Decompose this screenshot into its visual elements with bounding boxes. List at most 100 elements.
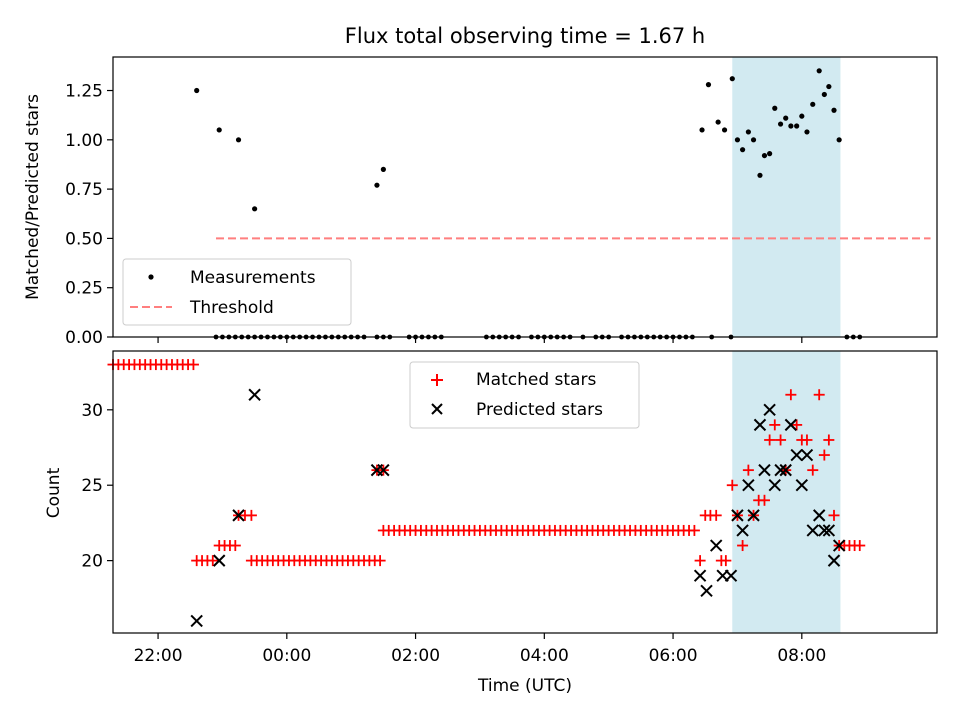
ratio-panel: 0.00 0.25 0.50 0.75 1.00 1.25 Matched/Predict… [23,56,938,348]
measurement-point [705,82,712,88]
chart-title: Flux total observing time = 1.67 h [345,24,705,48]
predicted-star-marker [818,524,831,537]
measurement-point [794,123,800,129]
matched-star-marker [720,555,732,567]
matched-star-marker [207,555,219,567]
predicted-star-marker [758,463,771,477]
measurement-point [699,127,705,133]
observing-window-span-bottom [732,351,841,633]
matched-star-marker [688,524,700,536]
matched-star-marker [823,434,835,446]
predicted-star-marker [377,463,390,477]
predicted-star-marker [724,569,738,582]
matched-star-marker [828,509,840,521]
matched-star-marker [775,434,787,446]
count-x-tick-label: 08:00 [777,646,826,666]
predicted-star-marker [731,509,744,522]
legend-threshold-label: Threshold [189,298,274,318]
measurement-point [216,127,222,133]
measurement-point [757,172,763,178]
matched-star-marker [742,464,754,476]
measurement-point [826,83,832,90]
count-y-axis: 20 25 30 [81,401,113,572]
legend-matched-marker [431,374,443,386]
measurement-point [734,137,741,143]
matched-star-marker [807,464,819,476]
matched-star-marker [374,555,386,567]
matched-star-points [107,359,866,567]
count-legend: Matched stars Predicted stars [409,361,640,429]
measurement-point [235,137,242,143]
predicted-star-marker [784,418,798,432]
measurement-point [761,152,768,159]
ratio-legend-box [122,258,352,326]
measurement-point [821,91,827,98]
ratio-y-tick-label: 0.50 [65,229,103,249]
measurement-point [777,121,784,127]
matched-star-marker [694,555,706,567]
legend-predicted-label: Predicted stars [476,400,603,420]
predicted-star-marker [213,554,226,567]
matched-star-marker [245,509,257,521]
x-axis-label: Time (UTC) [477,676,572,696]
count-x-tick-label: 22:00 [134,646,183,666]
predicted-star-marker [709,539,723,552]
matched-star-marker [229,540,241,552]
measurement-point [721,127,728,133]
measurement-point [831,107,837,113]
predicted-star-marker [232,509,245,522]
legend-matched-label: Matched stars [476,370,596,390]
predicted-star-marker [806,524,819,537]
measurement-point [788,123,794,129]
predicted-star-marker [832,539,846,552]
count-panel-frame [112,350,938,634]
count-x-tick-label: 04:00 [520,646,569,666]
matched-star-marker [758,494,770,506]
measurement-point [380,166,386,172]
matched-star-marker [813,389,825,401]
measurement-point [715,119,721,125]
count-y-tick-label: 20 [81,552,103,572]
measurement-point [739,147,746,153]
count-y-axis-label: Count [44,467,64,518]
predicted-star-marker [700,584,713,597]
predicted-star-marker [827,554,841,567]
count-panel: 20 25 30 22:00 00:00 02:00 04:00 06:00 08:00 Co… [44,350,938,696]
legend-measurement-marker [148,274,154,280]
predicted-star-marker [753,418,767,432]
ratio-legend: Measurements Threshold [122,258,352,326]
measurement-point [810,101,816,107]
count-x-tick-label: 06:00 [649,646,698,666]
ratio-panel-frame [112,56,938,338]
measurement-point [194,87,200,94]
predicted-star-marker [747,509,760,522]
matched-star-marker [791,419,803,431]
measurement-point [783,115,789,121]
measurement-point [767,151,773,157]
ratio-y-axis-label: Matched/Predicted stars [23,94,43,300]
matched-star-marker [801,434,813,446]
measurement-point [374,182,380,188]
matched-star-marker [737,540,749,552]
predicted-star-marker [742,479,755,492]
legend-predicted-marker [431,403,443,415]
predicted-star-marker [736,524,749,537]
predicted-star-marker [779,463,792,477]
ratio-y-tick-label: 0.00 [65,328,103,348]
matched-star-marker [187,359,199,371]
predicted-star-marker [248,388,261,401]
count-y-tick-label: 30 [81,401,103,421]
count-x-axis: 22:00 00:00 02:00 04:00 06:00 08:00 [134,633,826,666]
predicted-star-marker [763,403,776,417]
predicted-star-marker [693,569,707,582]
measurement-point [745,129,751,135]
matched-star-marker [785,389,797,401]
predicted-star-marker [795,479,809,492]
observing-window-span-top [732,57,841,337]
matched-star-marker [769,419,781,431]
predicted-star-points [190,388,846,628]
predicted-star-marker [768,479,781,492]
predicted-star-marker [790,448,803,462]
measurement-point [252,206,258,212]
